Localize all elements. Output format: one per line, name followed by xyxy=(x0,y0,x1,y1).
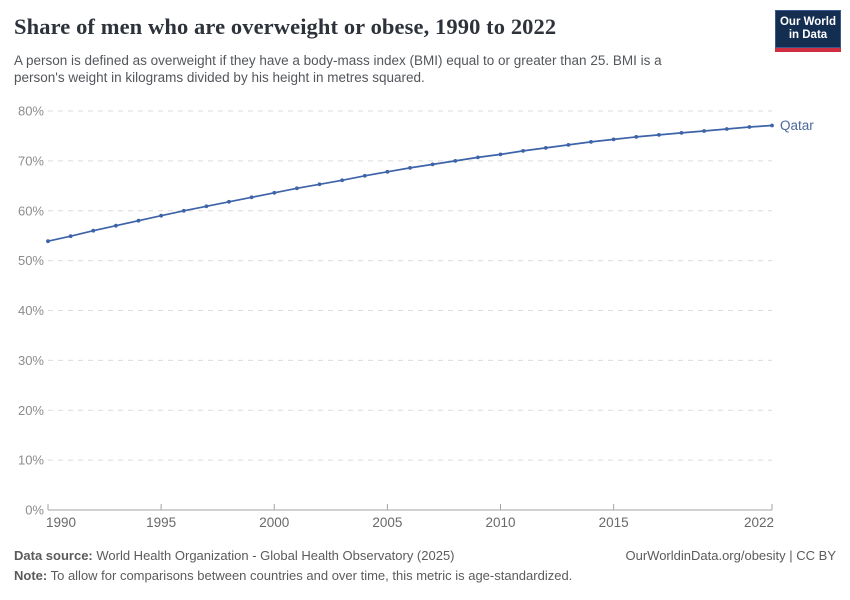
data-point xyxy=(408,166,412,170)
data-point xyxy=(272,190,277,195)
data-point xyxy=(181,208,186,213)
data-point xyxy=(227,199,231,204)
data-point xyxy=(521,149,525,153)
owid-logo-line1: Our World xyxy=(779,16,836,28)
data-source-label: Data source: xyxy=(14,548,93,563)
data-point xyxy=(340,178,344,183)
data-point xyxy=(634,135,639,139)
line-chart-plot: 0% 10% 20% 30% 40% 50% 60% 70% 80% 1990 1995 2000 20… xyxy=(18,104,814,531)
note-label: Note: xyxy=(14,568,48,583)
owid-logo-box: Our World in Data xyxy=(775,10,841,48)
y-axis-label: 0% xyxy=(25,503,44,518)
owid-logo[interactable]: Our World in Data xyxy=(775,10,841,52)
chart-subtitle-line2: person's weight in kilograms divided by … xyxy=(14,70,425,85)
data-point xyxy=(249,195,254,200)
data-point xyxy=(657,133,661,137)
y-axis-label: 70% xyxy=(18,153,44,168)
data-point xyxy=(498,152,503,157)
data-point xyxy=(159,213,164,218)
data-point xyxy=(385,169,390,174)
y-axis-label: 20% xyxy=(18,403,44,418)
data-point xyxy=(453,159,458,163)
chart-title: Share of men who are overweight or obese… xyxy=(14,14,557,39)
data-point xyxy=(589,140,593,144)
chart-subtitle-line1: A person is defined as overweight if the… xyxy=(14,53,662,68)
data-source-text: World Health Organization - Global Healt… xyxy=(92,548,455,563)
x-axis-label: 2000 xyxy=(259,515,289,530)
data-point xyxy=(362,173,367,178)
data-point xyxy=(566,143,571,147)
data-point xyxy=(724,127,729,131)
chart-footer: Data source: World Health Organization -… xyxy=(14,546,836,586)
x-axis-label: 2010 xyxy=(485,515,515,530)
data-point xyxy=(91,228,96,233)
owid-logo-stripe xyxy=(775,48,841,52)
data-point xyxy=(204,204,209,209)
data-point xyxy=(770,123,774,128)
y-axis-label: 80% xyxy=(18,104,44,119)
x-axis-label: 2005 xyxy=(372,515,402,530)
owid-logo-line2: in Data xyxy=(788,29,828,41)
note-line: Note: To allow for comparisons between c… xyxy=(14,568,572,583)
x-axis-label: 2022 xyxy=(744,515,774,530)
series-end-label[interactable]: Qatar xyxy=(780,118,814,133)
data-point xyxy=(611,137,616,142)
data-point xyxy=(430,162,435,167)
x-axis-label: 1995 xyxy=(146,515,176,530)
data-point xyxy=(295,186,299,191)
data-point xyxy=(136,218,141,223)
data-point xyxy=(68,234,73,239)
chart-subtitle: A person is defined as overweight if the… xyxy=(14,52,662,86)
data-point xyxy=(702,129,706,133)
data-point xyxy=(46,239,50,244)
data-point xyxy=(476,155,480,160)
y-axis-label: 50% xyxy=(18,253,44,268)
attribution-link[interactable]: OurWorldinData.org/obesity | CC BY xyxy=(625,548,837,563)
y-axis-label: 30% xyxy=(18,353,44,368)
data-point xyxy=(747,125,752,129)
data-point xyxy=(114,223,118,228)
y-axis-label: 40% xyxy=(18,303,44,318)
x-axis-label: 1990 xyxy=(46,515,76,530)
y-axis-label: 60% xyxy=(18,203,44,218)
data-source-line: Data source: World Health Organization -… xyxy=(14,546,455,566)
data-point xyxy=(317,182,322,187)
y-axis-label: 10% xyxy=(18,453,44,468)
data-point xyxy=(543,146,548,150)
note-text: To allow for comparisons between countri… xyxy=(47,568,573,583)
x-axis-label: 2015 xyxy=(599,515,629,530)
data-point xyxy=(679,131,684,135)
qatar-series-line[interactable] xyxy=(47,124,773,243)
